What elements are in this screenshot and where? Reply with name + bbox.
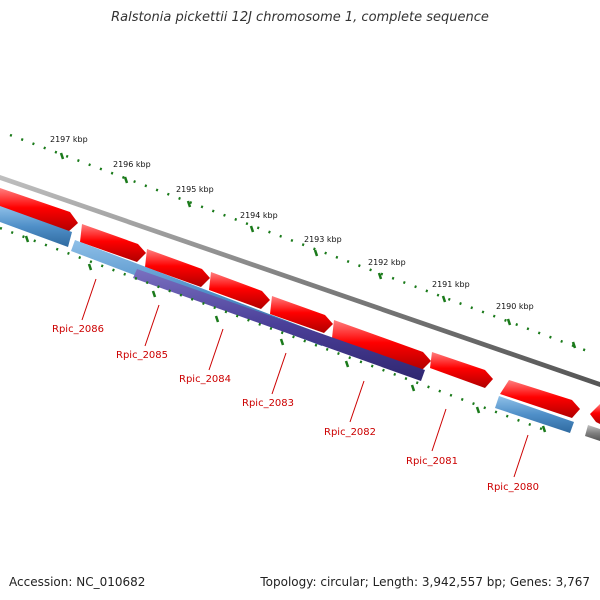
major-tick [506, 318, 512, 326]
gene-arrow [145, 249, 210, 287]
major-tick [279, 338, 285, 346]
reverse-genes [0, 206, 600, 441]
gene-arrow [80, 224, 146, 262]
major-tick [313, 249, 319, 257]
gene-label: Rpic_2083 [242, 398, 294, 409]
scale-label: 2191 kbp [432, 280, 470, 289]
label-leader [208, 328, 224, 371]
major-tick [441, 295, 447, 303]
major-tick [344, 360, 350, 368]
label-leader [513, 434, 529, 478]
scale-label: 2197 kbp [50, 135, 88, 144]
major-tick [87, 263, 93, 271]
label-leader [144, 304, 160, 347]
scale-label: 2193 kbp [304, 235, 342, 244]
major-tick [475, 406, 481, 414]
scale-label: 2192 kbp [368, 258, 406, 267]
major-tick [214, 315, 220, 323]
major-tick [59, 152, 65, 160]
major-tick [151, 290, 157, 298]
map-title: Ralstonia pickettii 12J chromosome 1, co… [111, 10, 489, 25]
gene-label: Rpic_2080 [487, 482, 539, 493]
major-tick [123, 176, 129, 184]
gene-label: Rpic_2084 [179, 374, 231, 385]
label-leader [271, 352, 287, 395]
gene-leaders [81, 278, 529, 478]
outer-tick-track [9, 133, 591, 354]
gene-label: Rpic_2081 [406, 456, 458, 467]
inner-major-ticks [24, 235, 547, 433]
backbone-track [0, 175, 600, 387]
major-tick [186, 200, 192, 208]
gene-arrow [500, 380, 580, 418]
inner-tick-track [0, 226, 551, 434]
major-ticks [59, 152, 577, 349]
scale-label: 2194 kbp [240, 211, 278, 220]
label-leader [349, 380, 365, 423]
gene-label: Rpic_2082 [324, 427, 376, 438]
gene-arrow [332, 320, 431, 370]
scale-label: 2195 kbp [176, 185, 214, 194]
gene-label: Rpic_2085 [116, 350, 168, 361]
major-tick [249, 225, 255, 233]
gene-block [0, 206, 72, 247]
major-tick [571, 341, 577, 349]
gene-arrow [0, 188, 78, 232]
gene-arrow [430, 352, 493, 388]
forward-genes [0, 188, 600, 424]
gene-block [495, 396, 574, 433]
major-tick [410, 384, 416, 392]
gene-block [133, 269, 425, 381]
gene-block [585, 425, 600, 441]
scale-label: 2196 kbp [113, 160, 151, 169]
accession-text: Accession: NC_010682 [9, 575, 146, 589]
gene-arrow [590, 404, 600, 424]
gene-label: Rpic_2086 [52, 324, 104, 335]
label-leader [431, 408, 447, 452]
gene-arrow [209, 272, 270, 309]
gene-arrow [270, 296, 333, 333]
major-tick [24, 235, 30, 243]
scale-label: 2190 kbp [496, 302, 534, 311]
major-tick [541, 425, 547, 433]
label-leader [81, 278, 97, 321]
topology-summary: Topology: circular; Length: 3,942,557 bp… [260, 575, 590, 589]
major-tick [377, 272, 383, 280]
